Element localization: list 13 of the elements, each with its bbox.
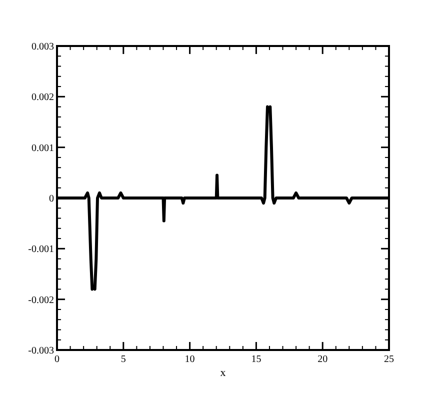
x-tick-label: 10: [184, 354, 195, 365]
y-tick-label: 0.001: [32, 142, 54, 154]
y-tick-label: -0.003: [28, 346, 54, 356]
y-tick-label: 0.003: [32, 42, 54, 52]
y-tick-label: -0.001: [28, 244, 54, 256]
y-tick-label: -0.002: [28, 294, 54, 306]
x-tick-label: 25: [384, 354, 394, 365]
x-tick-label: 5: [120, 354, 126, 365]
x-tick-label: 15: [251, 354, 262, 365]
x-axis-title: x: [220, 367, 226, 379]
y-tick-label: 0: [49, 194, 54, 204]
x-tick-label: 20: [318, 354, 328, 365]
y-tick-label: 0.002: [32, 92, 54, 104]
